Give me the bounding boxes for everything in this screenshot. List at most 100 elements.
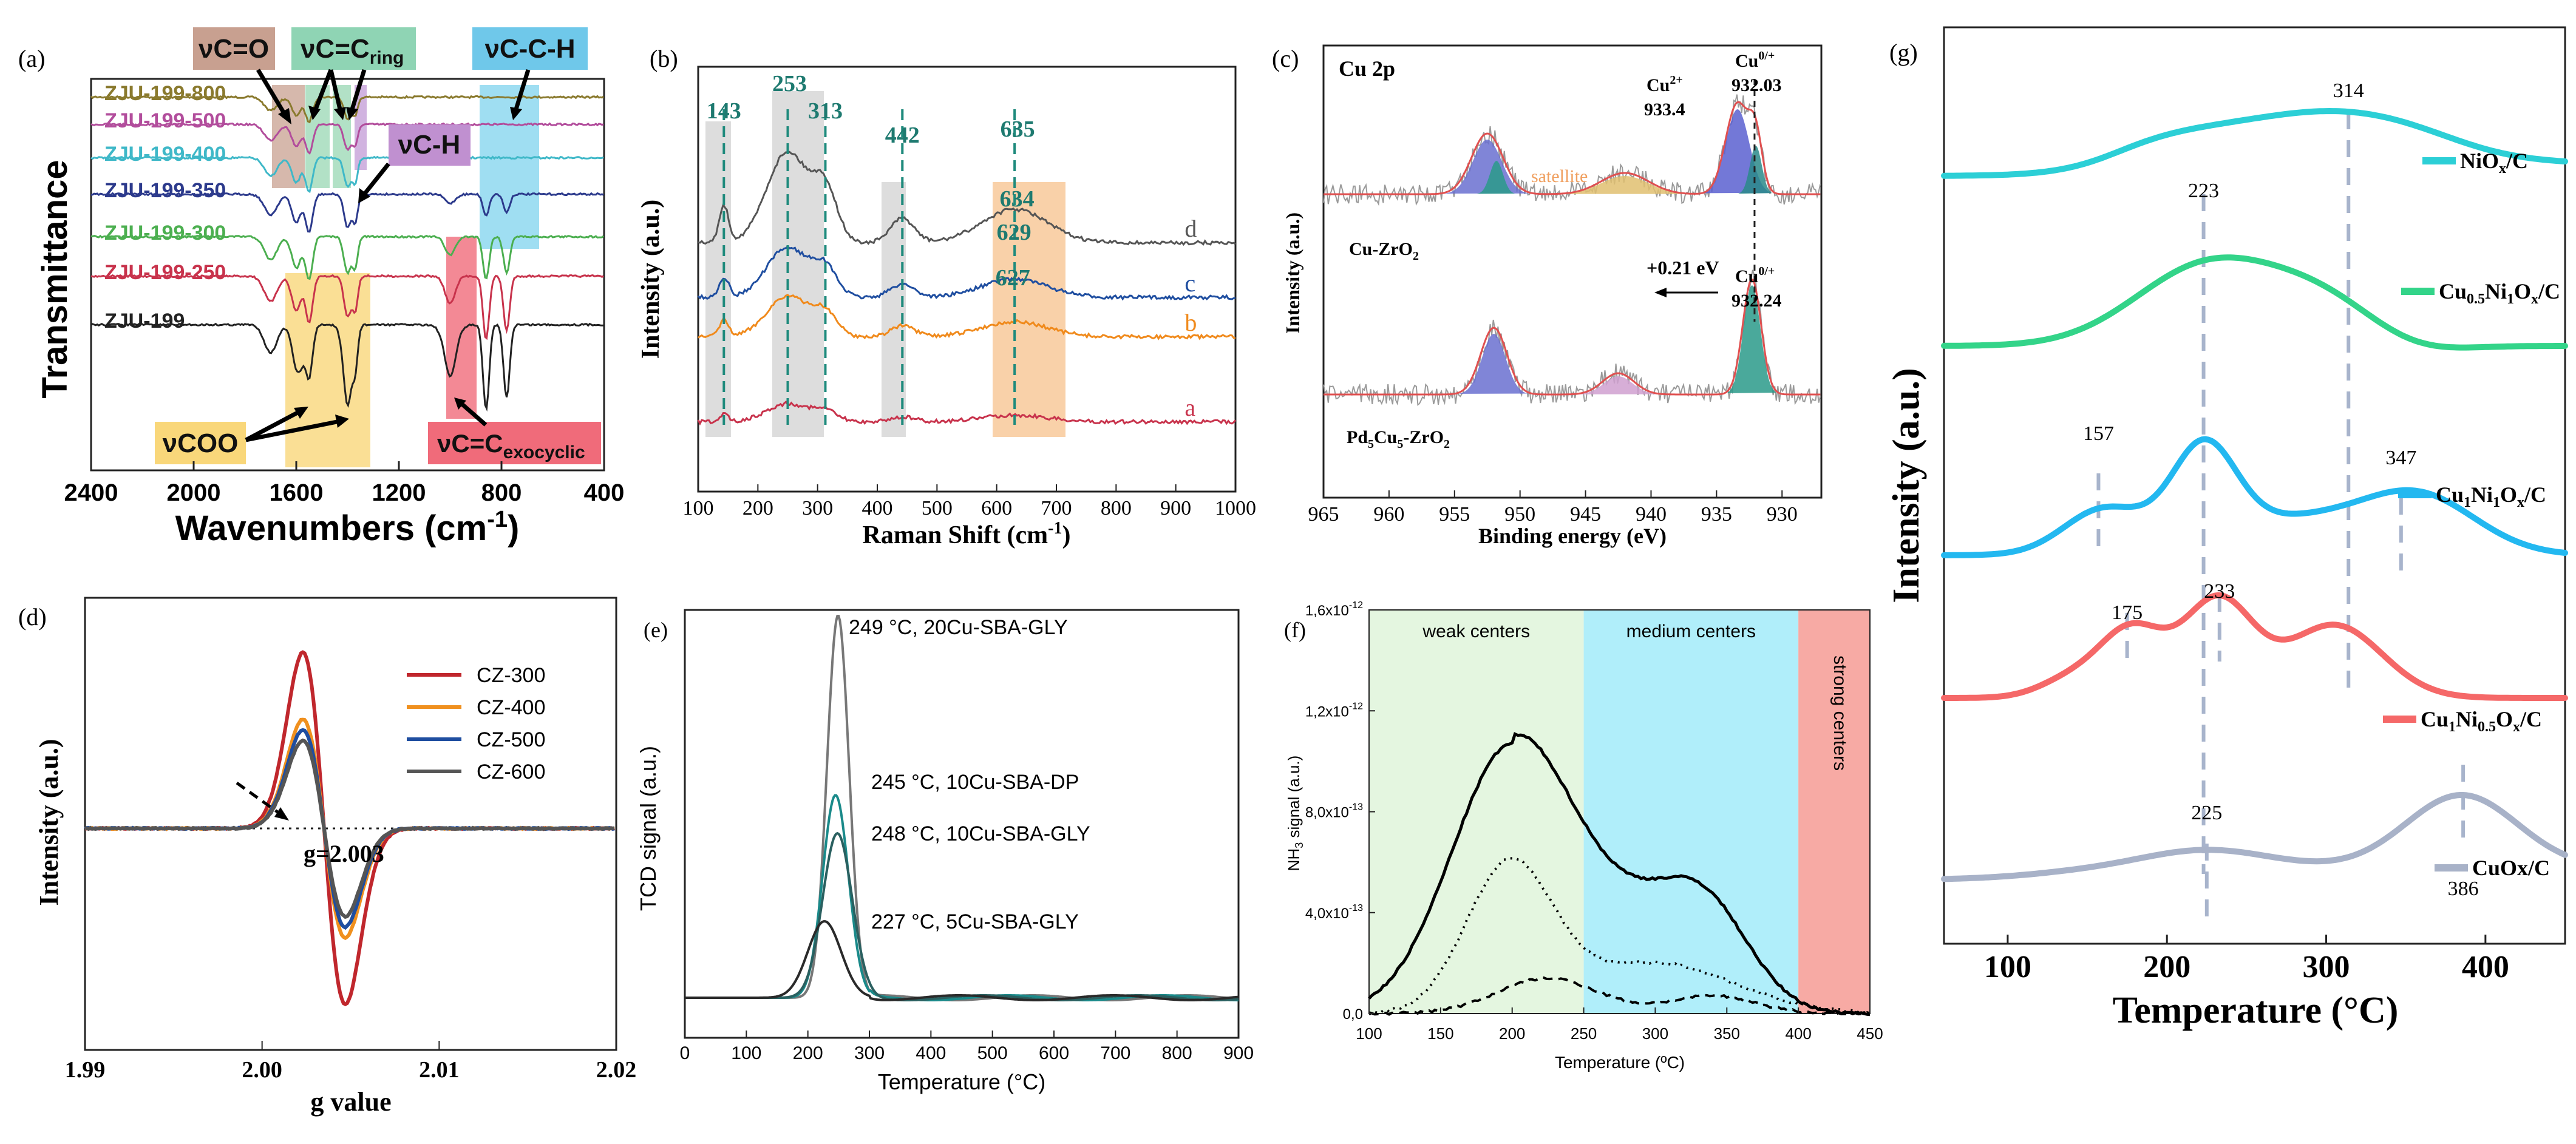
tpr-g-tick-label: 300 xyxy=(2303,950,2350,984)
xps-peak-cu2-sat xyxy=(1444,140,1529,194)
tpr-g-curve-1 xyxy=(1941,254,2568,351)
vco-label: νC=O xyxy=(199,34,269,64)
nh3-xtick-label: 400 xyxy=(1785,1024,1811,1043)
raman-curve-b xyxy=(698,294,1235,340)
vch-label: νC-H xyxy=(398,130,461,160)
panel-f-xlabel: Temperature (ºC) xyxy=(1555,1053,1685,1072)
vcc-exo-label: νC=Cexocyclic xyxy=(437,429,585,462)
raman-series-label: a xyxy=(1184,394,1195,421)
tpr-g-curve-0 xyxy=(1941,107,2568,179)
ir-curve-4 xyxy=(90,234,605,280)
xps-tick-label: 945 xyxy=(1570,503,1601,526)
vch-label-box xyxy=(389,124,471,166)
ir-legend-1: ZJU-199-500 xyxy=(104,109,226,132)
raman-tick-label: 1000 xyxy=(1215,497,1256,520)
panel-f-ylabel: NH3 signal (a.u.) xyxy=(1285,756,1305,872)
tpr-g-curve-3 xyxy=(1941,592,2568,701)
panel-e: (e) 249 °C, 20Cu-SBA-GLY 245 °C, 10Cu-SBA… xyxy=(636,609,1254,1094)
panel-g-letter: (g) xyxy=(1889,39,1918,66)
panel-d-ylabel: Intensity (a.u.) xyxy=(34,739,64,905)
raman-band-630 xyxy=(993,182,1065,437)
epr-curve-3 xyxy=(84,738,615,919)
raman-peak-label: 143 xyxy=(707,98,741,124)
tpr-tick-label: 800 xyxy=(1162,1043,1192,1063)
tpr-curve-3 xyxy=(685,920,1239,1001)
nh3-strong xyxy=(1368,976,1871,1016)
panel-d-xlabel: g value xyxy=(310,1087,391,1117)
raman-series-label: c xyxy=(1184,269,1195,297)
tpr-tick-label: 700 xyxy=(1100,1043,1130,1063)
epr-legend-label: CZ-300 xyxy=(477,664,545,687)
peak-value-label: 175 xyxy=(2112,601,2143,624)
raman-peak-label: 635 xyxy=(1001,117,1035,142)
panel-a-xticks: 2400 2000 1600 1200 800 400 xyxy=(64,461,625,506)
panel-b-ylabel: Intensity (a.u.) xyxy=(637,200,665,359)
nh3-xtick-label: 350 xyxy=(1714,1024,1740,1043)
panel-e-xlabel: Temperature (°C) xyxy=(878,1069,1045,1094)
raman-series-label: d xyxy=(1184,215,1197,242)
panel-f-ticks: 100 150 200 250 300 350 400 450 0,0 4,0x10-13 8,0x… xyxy=(1305,600,1883,1043)
acid-region-1 xyxy=(1583,610,1799,1014)
xps-peak-bottom-1 xyxy=(1458,334,1528,394)
xps-tick-label: 930 xyxy=(1767,503,1798,526)
nh3-xtick-label: 300 xyxy=(1642,1024,1668,1043)
ir-curve-6 xyxy=(90,322,604,412)
acid-region-label: strong centers xyxy=(1830,655,1850,771)
panel-c-letter: (c) xyxy=(1272,45,1299,72)
panel-g-xticks: 100 200 300 400 xyxy=(1984,935,2509,984)
panel-a-arrows xyxy=(245,69,531,442)
panel-a: (a) ZJU-199-800ZJU-199-500ZJU-199-400ZJU… xyxy=(18,27,624,548)
tpr-g-tick-label: 200 xyxy=(2143,950,2190,984)
legend-label-2: Cu1Ni1Ox/C xyxy=(2436,482,2546,510)
panel-c-xticks: 965 960 955 950 945 940 935 930 xyxy=(1308,490,1798,526)
raman-peak-label: 442 xyxy=(885,123,920,148)
panel-a-legend: ZJU-199-800 ZJU-199-500 ZJU-199-400 ZJU-199… xyxy=(104,82,226,333)
panel-a-xlabel: Wavenumbers (cm-1) xyxy=(175,507,520,548)
tpr-peak-label: 245 °C, 10Cu-SBA-DP xyxy=(871,771,1079,794)
panel-d-xticks: 1.99 2.00 2.01 2.02 xyxy=(65,1041,637,1083)
tpr-g-curve-4 xyxy=(1941,792,2568,882)
nh3-xtick-label: 200 xyxy=(1499,1024,1525,1043)
raman-band-442 xyxy=(882,182,906,437)
tpr-tick-label: 500 xyxy=(977,1043,1008,1063)
tpr-tick-label: 200 xyxy=(793,1043,823,1063)
ir-tick-label: 2400 xyxy=(64,479,118,506)
nh3-weak xyxy=(1368,856,1871,1015)
panel-b-xticks: 100 200 300 400 500 600 700 800 900 1000 xyxy=(683,484,1256,520)
sample2-label: Pd5Cu5-ZrO2 xyxy=(1347,427,1450,451)
tpr-tick-label: 600 xyxy=(1039,1043,1069,1063)
cu0a-label: Cu0/+ xyxy=(1735,49,1775,71)
raman-peak-label: 313 xyxy=(808,98,843,124)
raman-band-143 xyxy=(705,121,731,437)
panel-g-xlabel: Temperature (°C) xyxy=(2113,990,2399,1031)
vco-label-box xyxy=(193,27,275,70)
nh3-total xyxy=(1368,732,1871,1017)
vcoo-label: νCOO xyxy=(163,428,239,458)
ir-legend-3: ZJU-199-350 xyxy=(104,179,226,202)
epr-tick-label: 2.02 xyxy=(596,1057,637,1083)
panel-c-ylabel: Intensity (a.u.) xyxy=(1282,212,1303,334)
ir-tick-label: 400 xyxy=(584,479,625,506)
panel-g-labels: 314 223 157 347 175 233 225 386 NiOx/C Cu0.5Ni1Ox… xyxy=(2083,80,2560,900)
peak-value-label: 157 xyxy=(2083,422,2114,445)
vcch-label-box xyxy=(472,27,588,70)
xps-fit-1 xyxy=(1324,279,1821,396)
tpr-tick-label: 0 xyxy=(680,1043,690,1063)
nh3-ytick-label: 0,0 xyxy=(1343,1006,1363,1023)
tpr-tick-label: 900 xyxy=(1223,1043,1254,1063)
panel-e-profiles xyxy=(685,615,1239,1001)
legend-label-1: Cu0.5Ni1Ox/C xyxy=(2439,279,2560,307)
ir-curve-1 xyxy=(90,122,604,155)
panel-d-letter: (d) xyxy=(18,603,47,631)
peak-value-label: 233 xyxy=(2204,580,2235,603)
epr-legend-label: CZ-500 xyxy=(477,728,545,751)
ir-legend-4: ZJU-199-300 xyxy=(104,222,226,245)
ir-legend-2: ZJU-199-400 xyxy=(104,143,226,166)
g-arrow xyxy=(236,781,280,815)
panel-c: (c) Cu 2p Cu2+ 933.4 Cu0/+ 932.03 Cu0/+ … xyxy=(1272,44,1823,548)
panel-a-ylabel: Transmittance xyxy=(35,160,75,398)
panel-c-title: Cu 2p xyxy=(1339,56,1395,81)
panel-a-letter: (a) xyxy=(18,45,45,72)
